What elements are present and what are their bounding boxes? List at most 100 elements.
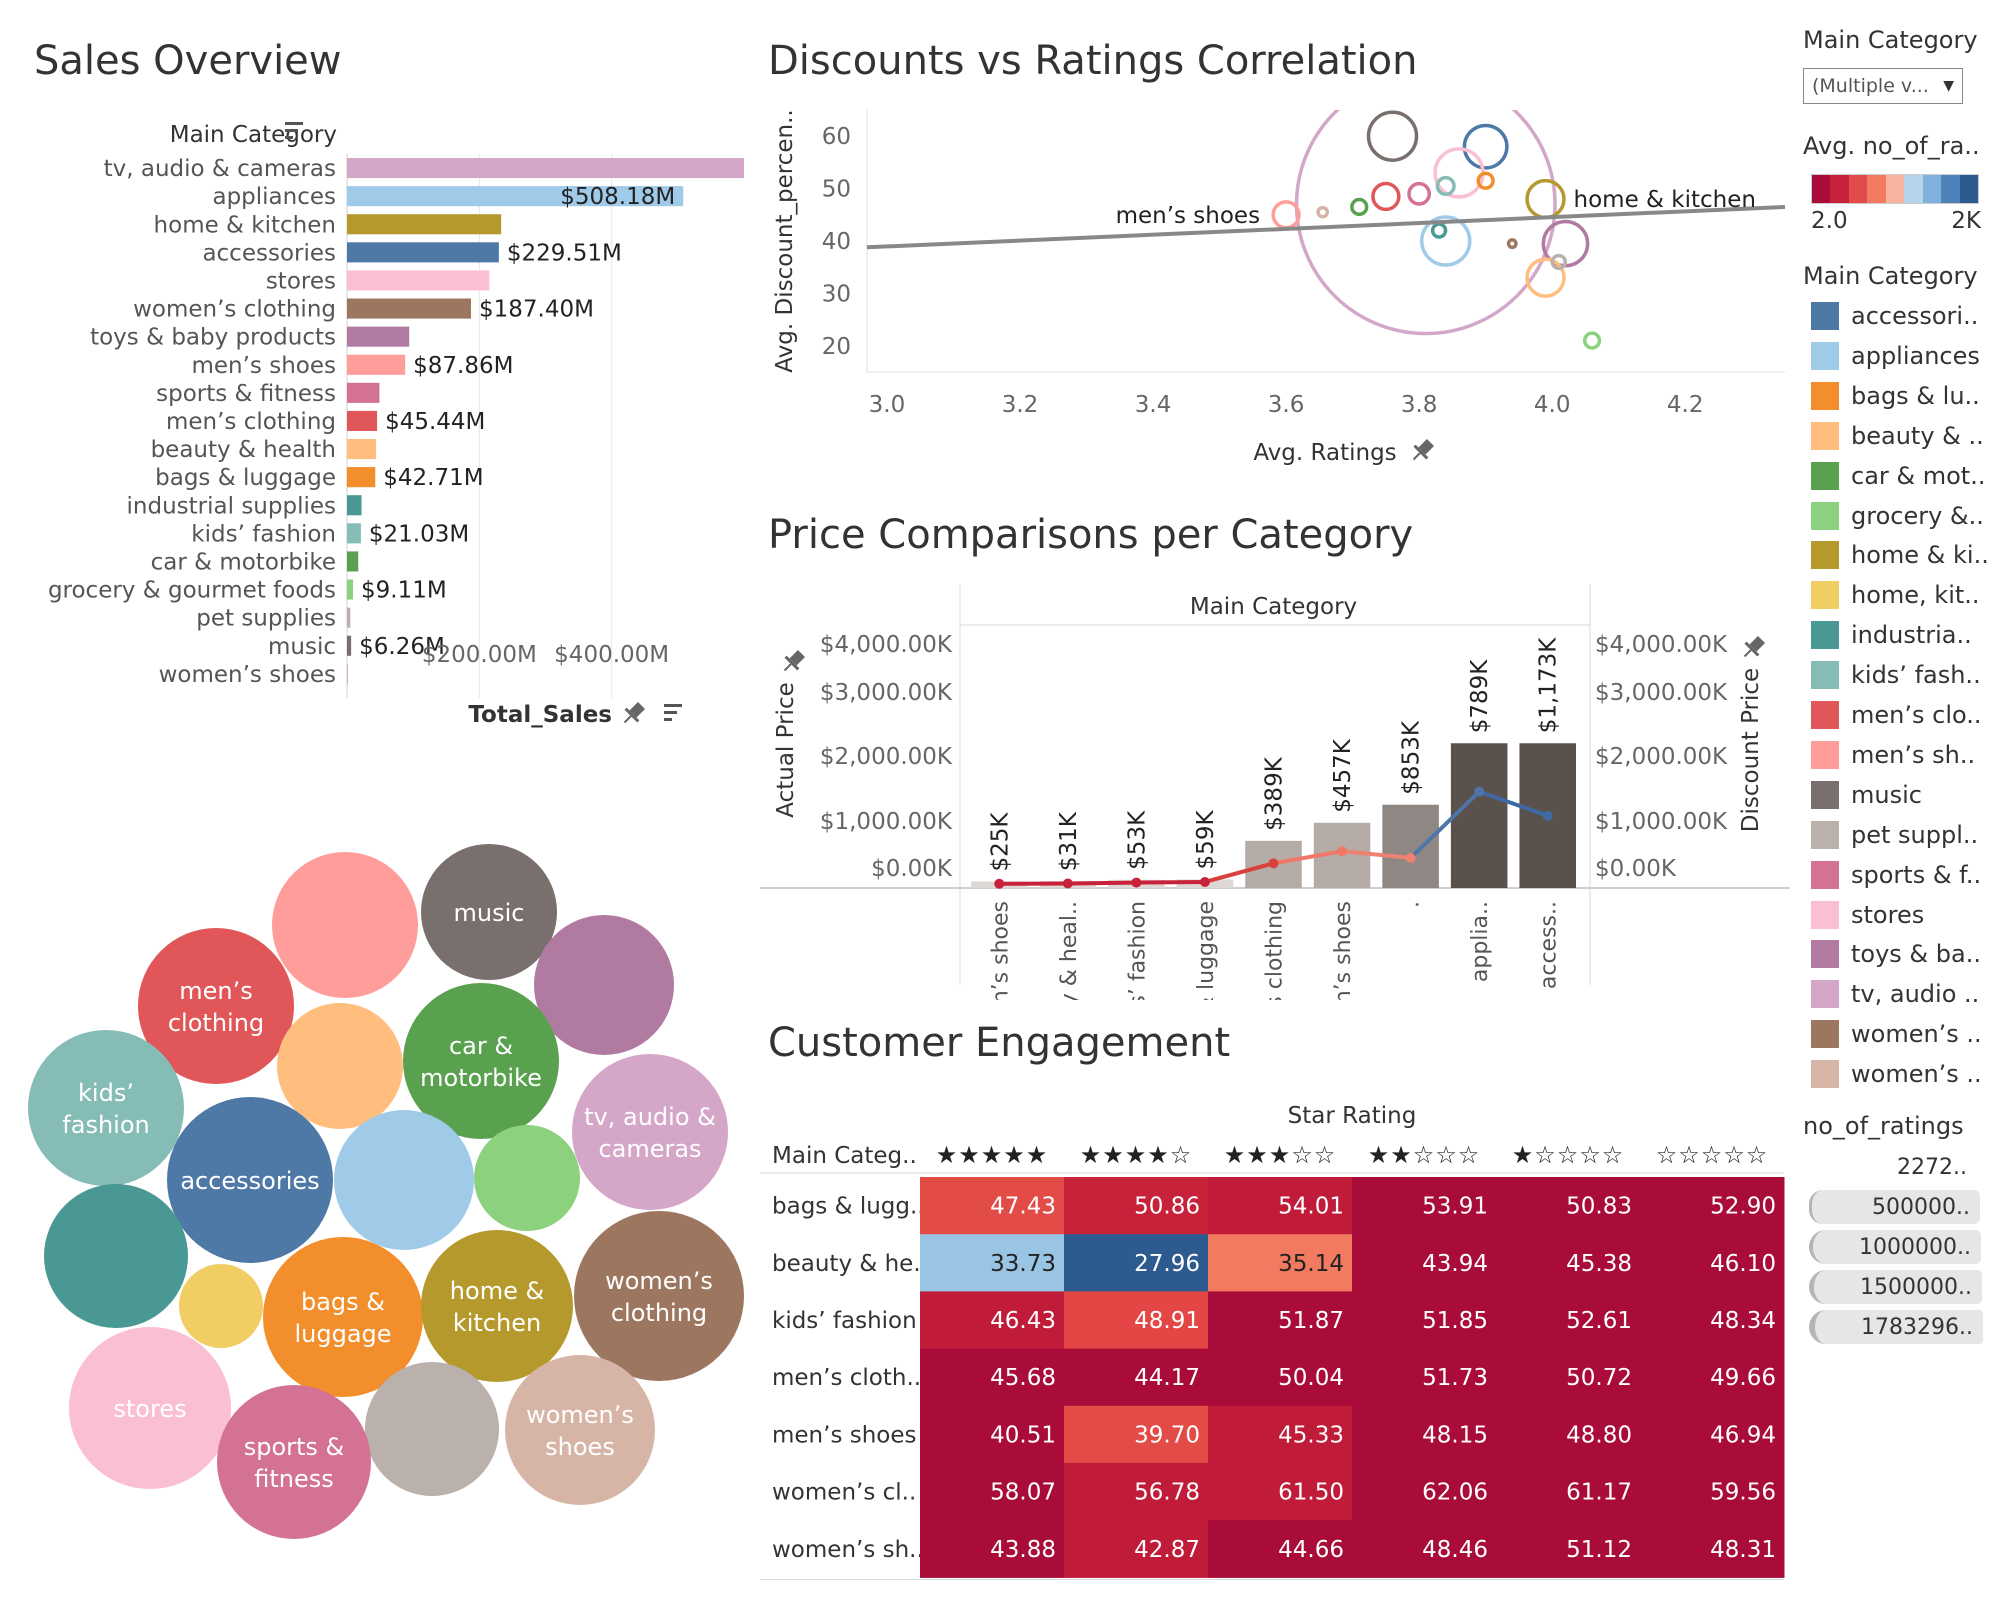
scatter-point[interactable]	[1433, 147, 1485, 199]
discount-point[interactable]	[1062, 878, 1073, 889]
scatter-point[interactable]	[1582, 331, 1602, 350]
bubble-circle[interactable]	[217, 1385, 371, 1539]
sales-bar[interactable]	[347, 635, 352, 656]
scatter-point[interactable]	[1430, 222, 1448, 239]
scatter-point[interactable]	[1506, 238, 1518, 250]
heatmap-cell[interactable]	[1496, 1405, 1641, 1464]
scatter-point[interactable]	[1435, 175, 1456, 197]
pin-icon[interactable]	[618, 699, 648, 729]
discount-point[interactable]	[1405, 852, 1416, 863]
category-bubble[interactable]: sports & fitness	[217, 1385, 371, 1539]
heatmap-cell[interactable]	[1208, 1234, 1353, 1292]
category-legend-item[interactable]: stores	[1811, 899, 1924, 931]
category-legend-item[interactable]: pet suppl..	[1811, 819, 1978, 851]
heatmap-cell[interactable]	[1064, 1405, 1209, 1464]
category-legend-item[interactable]: men’s sh..	[1811, 739, 1975, 771]
category-bubble[interactable]: accessories	[167, 1097, 333, 1263]
heatmap-cell[interactable]	[920, 1177, 1065, 1235]
category-legend-item[interactable]: bags & lu..	[1811, 380, 1980, 412]
bubble-circle[interactable]	[263, 1237, 423, 1397]
heatmap-cell[interactable]	[1064, 1348, 1209, 1407]
category-legend-item[interactable]: women’s ..	[1811, 1058, 1982, 1090]
category-legend-item[interactable]: beauty & ..	[1811, 420, 1984, 452]
heatmap-cell[interactable]	[1496, 1234, 1641, 1292]
bubble-circle[interactable]	[272, 852, 418, 998]
category-legend-item[interactable]: grocery &..	[1811, 500, 1984, 532]
bubble-circle[interactable]	[474, 1125, 580, 1231]
bubble-circle[interactable]	[69, 1327, 231, 1489]
bubble-circle[interactable]	[421, 1230, 573, 1382]
heatmap-cell[interactable]	[920, 1463, 1065, 1521]
heatmap-cell[interactable]	[1640, 1405, 1785, 1464]
scatter-point[interactable]	[1419, 215, 1472, 267]
sales-bar[interactable]	[347, 663, 348, 684]
category-bubble[interactable]: bags & luggage	[263, 1237, 423, 1397]
category-legend-item[interactable]: men’s clo..	[1811, 699, 1982, 731]
category-legend-item[interactable]: women’s ..	[1811, 1018, 1982, 1050]
price-bar[interactable]	[1382, 804, 1439, 888]
discount-point[interactable]	[1474, 786, 1485, 797]
category-legend-item[interactable]: car & mot..	[1811, 460, 1985, 492]
sales-bar[interactable]	[347, 467, 376, 488]
scatter-point[interactable]	[1294, 100, 1557, 336]
heatmap-cell[interactable]	[1496, 1463, 1641, 1521]
heatmap-cell[interactable]	[1208, 1463, 1353, 1521]
sales-bar[interactable]	[347, 326, 410, 347]
sales-bar[interactable]	[347, 354, 406, 375]
heatmap-cell[interactable]	[1640, 1234, 1785, 1292]
category-legend-item[interactable]: toys & ba..	[1811, 938, 1981, 970]
sort-icon[interactable]	[664, 704, 682, 721]
discount-point[interactable]	[1199, 876, 1210, 887]
bubble-circle[interactable]	[365, 1362, 499, 1496]
sales-bar[interactable]	[347, 186, 684, 207]
category-bubble[interactable]: women’s shoes	[505, 1355, 655, 1505]
category-bubble[interactable]: men’s clothing	[138, 928, 294, 1084]
sales-bar[interactable]	[347, 551, 359, 572]
category-bubble[interactable]: music	[421, 844, 557, 980]
heatmap-cell[interactable]	[1640, 1463, 1785, 1521]
category-bubble[interactable]	[534, 915, 674, 1055]
heatmap-cell[interactable]	[1352, 1177, 1497, 1235]
sales-bar[interactable]	[347, 523, 361, 544]
category-legend-item[interactable]: music	[1811, 779, 1922, 811]
heatmap-cell[interactable]	[920, 1234, 1065, 1292]
bubble-circle[interactable]	[179, 1264, 263, 1348]
heatmap-cell[interactable]	[1352, 1291, 1497, 1350]
heatmap-cell[interactable]	[1064, 1463, 1209, 1521]
scatter-point[interactable]	[1271, 200, 1301, 230]
scatter-point[interactable]	[1371, 181, 1401, 212]
discount-point[interactable]	[1337, 846, 1348, 857]
category-bubble[interactable]	[44, 1184, 188, 1328]
category-legend-item[interactable]: home, kit..	[1811, 579, 1980, 611]
category-legend-item[interactable]: industria..	[1811, 619, 1972, 651]
pin-icon[interactable]	[778, 647, 808, 677]
discount-point[interactable]	[1268, 858, 1279, 869]
sales-bar[interactable]	[347, 495, 362, 516]
heatmap-cell[interactable]	[1496, 1348, 1641, 1407]
pin-icon[interactable]	[1738, 633, 1768, 663]
scatter-point[interactable]	[1476, 171, 1495, 190]
scatter-point[interactable]	[1366, 110, 1419, 162]
heatmap-cell[interactable]	[1064, 1520, 1209, 1578]
scatter-point[interactable]	[1525, 178, 1566, 220]
category-filter-dropdown[interactable]: (Multiple v... ▼	[1803, 68, 1963, 104]
sales-bar[interactable]	[347, 579, 354, 600]
scatter-point[interactable]	[1316, 205, 1330, 219]
bubble-circle[interactable]	[505, 1355, 655, 1505]
category-bubble[interactable]	[334, 1110, 474, 1250]
heatmap-cell[interactable]	[1640, 1291, 1785, 1350]
heatmap-cell[interactable]	[1064, 1234, 1209, 1292]
heatmap-cell[interactable]	[1496, 1520, 1641, 1578]
sales-bar[interactable]	[347, 242, 499, 263]
bubble-circle[interactable]	[572, 1054, 728, 1210]
scatter-point[interactable]	[1550, 253, 1568, 271]
heatmap-cell[interactable]	[1208, 1348, 1353, 1407]
scatter-point[interactable]	[1462, 123, 1509, 170]
heatmap-cell[interactable]	[1640, 1520, 1785, 1578]
heatmap-cell[interactable]	[1208, 1405, 1353, 1464]
sales-bar[interactable]	[347, 298, 471, 319]
category-bubble[interactable]: stores	[69, 1327, 231, 1489]
heatmap-cell[interactable]	[1352, 1520, 1497, 1578]
category-bubble[interactable]: kids’ fashion	[28, 1030, 184, 1186]
category-bubble[interactable]	[277, 1003, 403, 1129]
